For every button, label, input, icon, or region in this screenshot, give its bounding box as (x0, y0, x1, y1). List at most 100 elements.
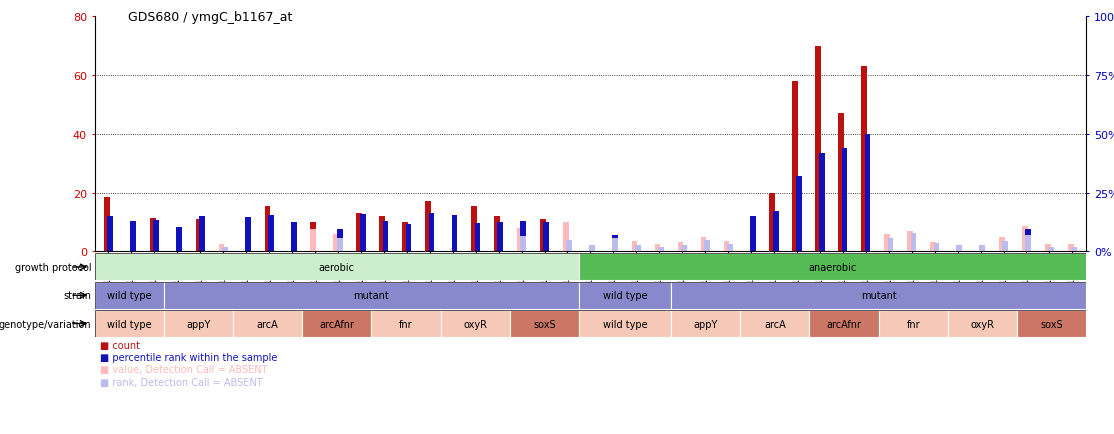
Bar (842, 148, 848, 252)
Bar (333, 236, 339, 252)
Bar (498, 223, 504, 252)
Bar (104, 197, 109, 252)
Text: GDS680 / ymgC_b1167_at: GDS680 / ymgC_b1167_at (128, 11, 293, 24)
Bar (520, 237, 526, 252)
Bar (164, 310, 233, 337)
Text: appY: appY (694, 319, 717, 329)
Bar (671, 282, 1086, 309)
Bar (311, 223, 316, 252)
Bar (402, 223, 408, 252)
Bar (589, 246, 595, 252)
Bar (579, 254, 1086, 281)
Bar (426, 202, 431, 252)
Text: ■ rank, Detection Call = ABSENT: ■ rank, Detection Call = ABSENT (100, 377, 263, 387)
Bar (727, 245, 733, 252)
Bar (635, 246, 641, 252)
Bar (360, 214, 365, 252)
Bar (999, 237, 1005, 252)
Bar (861, 67, 867, 252)
Text: strain: strain (63, 291, 91, 300)
Bar (655, 244, 661, 252)
Bar (741, 310, 810, 337)
Bar (95, 254, 579, 281)
Bar (440, 310, 510, 337)
Text: fnr: fnr (399, 319, 413, 329)
Bar (885, 234, 890, 252)
Bar (864, 135, 870, 252)
Bar (429, 213, 434, 252)
Bar (264, 206, 271, 252)
Bar (1072, 247, 1077, 252)
Text: oxyR: oxyR (970, 319, 995, 329)
Text: arcAfnr: arcAfnr (320, 319, 354, 329)
Bar (658, 247, 664, 252)
Bar (154, 220, 159, 252)
Bar (218, 244, 224, 252)
Bar (795, 177, 802, 252)
Text: wild type: wild type (107, 291, 152, 300)
Bar (222, 247, 227, 252)
Bar (196, 220, 202, 252)
Bar (336, 230, 342, 252)
Bar (1048, 247, 1054, 252)
Text: aerobic: aerobic (319, 263, 354, 272)
Bar (979, 246, 985, 252)
Bar (451, 215, 458, 252)
Text: mutant: mutant (861, 291, 897, 300)
Bar (520, 221, 526, 252)
Bar (613, 235, 618, 252)
Bar (819, 153, 824, 252)
Bar (164, 282, 579, 309)
Bar (233, 310, 302, 337)
Bar (268, 215, 274, 252)
Bar (1017, 310, 1086, 337)
Bar (149, 218, 156, 252)
Bar (245, 218, 251, 252)
Text: wild type: wild type (603, 291, 647, 300)
Bar (383, 221, 389, 252)
Text: fnr: fnr (907, 319, 920, 329)
Bar (773, 212, 779, 252)
Bar (677, 243, 683, 252)
Bar (95, 282, 164, 309)
Bar (540, 220, 546, 252)
Bar (879, 310, 948, 337)
Bar (1025, 230, 1032, 252)
Bar (475, 224, 480, 252)
Bar (723, 241, 730, 252)
Bar (579, 282, 671, 309)
Text: arcAfnr: arcAfnr (827, 319, 861, 329)
Text: arcA: arcA (256, 319, 278, 329)
Bar (770, 193, 775, 252)
Bar (379, 217, 385, 252)
Bar (907, 231, 912, 252)
Bar (1022, 227, 1027, 252)
Bar (291, 223, 296, 252)
Bar (792, 82, 798, 252)
Bar (1025, 235, 1032, 252)
Bar (632, 241, 637, 252)
Bar (704, 240, 710, 252)
Bar (1003, 241, 1008, 252)
Bar (510, 310, 579, 337)
Bar (957, 246, 962, 252)
Bar (95, 310, 164, 337)
Bar (579, 310, 671, 337)
Bar (888, 239, 893, 252)
Bar (130, 221, 136, 252)
Bar (613, 239, 618, 252)
Text: oxyR: oxyR (463, 319, 487, 329)
Bar (405, 225, 411, 252)
Text: mutant: mutant (353, 291, 389, 300)
Bar (333, 234, 339, 252)
Bar (563, 223, 568, 252)
Bar (1045, 244, 1051, 252)
Bar (471, 206, 477, 252)
Bar (750, 217, 755, 252)
Text: wild type: wild type (603, 319, 647, 329)
Bar (671, 310, 741, 337)
Bar (1068, 244, 1074, 252)
Bar (176, 227, 182, 252)
Bar (838, 114, 844, 252)
Bar (930, 243, 936, 252)
